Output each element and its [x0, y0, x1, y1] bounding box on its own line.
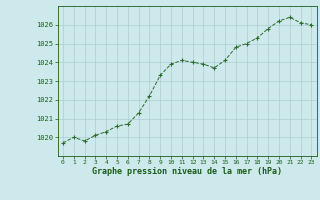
X-axis label: Graphe pression niveau de la mer (hPa): Graphe pression niveau de la mer (hPa) [92, 167, 282, 176]
